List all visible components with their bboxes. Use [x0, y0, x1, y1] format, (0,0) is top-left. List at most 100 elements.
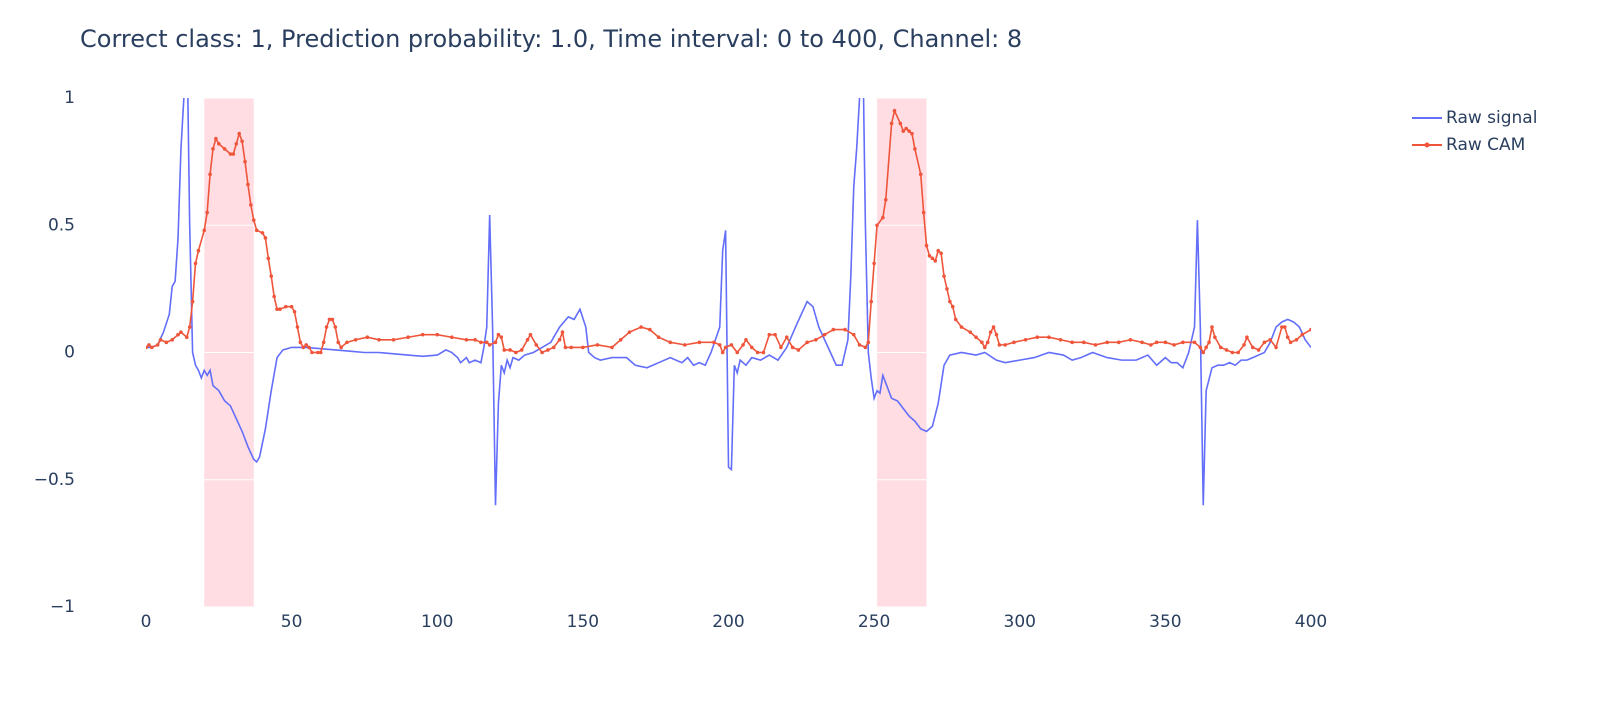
- x-tick-label: 250: [858, 612, 890, 632]
- series-marker: [1201, 350, 1206, 355]
- series-marker: [560, 330, 565, 334]
- series-marker: [249, 203, 253, 207]
- series-marker: [222, 147, 227, 151]
- series-marker: [243, 159, 247, 164]
- series-marker: [540, 350, 544, 355]
- series-marker: [339, 345, 343, 350]
- series-marker: [822, 332, 827, 337]
- series-marker: [1262, 340, 1267, 345]
- series-marker: [534, 343, 539, 347]
- series-marker: [1285, 335, 1290, 340]
- series-marker: [353, 337, 358, 342]
- series-marker: [377, 337, 381, 342]
- series-marker: [496, 332, 501, 337]
- series-marker: [945, 287, 949, 291]
- series-marker: [318, 350, 323, 355]
- series-marker: [875, 223, 879, 228]
- series-marker: [991, 325, 996, 329]
- series-marker: [942, 274, 946, 278]
- series-marker: [1058, 337, 1063, 342]
- series-marker: [1198, 345, 1203, 350]
- x-tick-label: 0: [141, 612, 152, 632]
- plot-area: [146, 98, 1311, 506]
- series-marker: [272, 294, 276, 299]
- y-tick-label: 0.5: [48, 215, 75, 235]
- series-marker: [1230, 350, 1235, 355]
- series-marker: [988, 330, 993, 334]
- series-marker: [921, 210, 926, 215]
- series-marker: [1140, 340, 1144, 345]
- series-marker: [627, 330, 632, 334]
- series-marker: [610, 345, 614, 350]
- series-marker: [333, 325, 338, 329]
- series-marker: [295, 325, 300, 329]
- series-marker: [464, 337, 469, 342]
- series-marker: [1093, 343, 1098, 347]
- y-tick-label: −0.5: [34, 470, 75, 490]
- series-marker: [324, 325, 329, 329]
- series-marker: [170, 337, 175, 342]
- series-marker: [525, 337, 530, 342]
- series-marker: [278, 307, 282, 312]
- series-marker: [930, 256, 935, 261]
- series-marker: [744, 337, 748, 342]
- series-marker: [514, 350, 518, 355]
- series-marker: [814, 337, 818, 342]
- series-marker: [1242, 343, 1246, 347]
- series-marker: [179, 330, 183, 334]
- y-tick-label: −1: [50, 597, 75, 617]
- series-marker: [546, 348, 550, 352]
- series-marker: [741, 343, 745, 347]
- series-marker: [1245, 335, 1249, 340]
- series-marker: [1012, 340, 1016, 345]
- series-marker: [994, 332, 999, 337]
- series-marker: [263, 236, 268, 240]
- series-marker: [205, 210, 209, 215]
- series-marker: [190, 299, 195, 304]
- series-marker: [269, 274, 274, 278]
- series-marker: [289, 304, 294, 309]
- series-marker: [1116, 340, 1121, 345]
- series-marker: [939, 251, 943, 256]
- series-marker: [904, 126, 908, 131]
- series-marker: [595, 343, 600, 347]
- series-marker: [301, 345, 306, 350]
- series-marker: [1274, 345, 1278, 350]
- series-marker: [254, 228, 259, 233]
- series-marker: [519, 348, 524, 352]
- series-marker: [750, 345, 754, 350]
- series-marker: [729, 343, 734, 347]
- series-marker: [502, 348, 507, 352]
- series-marker: [1268, 337, 1273, 342]
- series-marker: [723, 345, 728, 350]
- series-marker: [851, 332, 856, 337]
- series-marker: [147, 343, 151, 347]
- series-marker: [889, 121, 894, 126]
- series-marker: [881, 215, 885, 220]
- x-tick-label: 100: [421, 612, 453, 632]
- series-marker: [648, 327, 652, 332]
- series-marker: [790, 345, 795, 350]
- x-tick-label: 300: [1004, 612, 1036, 632]
- series-marker: [330, 317, 335, 322]
- series-marker: [936, 248, 940, 253]
- series-marker: [1105, 340, 1109, 345]
- series-line: [146, 108, 1311, 355]
- series-marker: [924, 243, 929, 248]
- x-tick-label: 50: [281, 612, 303, 632]
- series-marker: [563, 345, 568, 350]
- series-marker: [158, 337, 163, 342]
- series-marker: [1181, 340, 1185, 345]
- series-marker: [901, 129, 906, 133]
- series-marker: [735, 350, 740, 355]
- series-marker: [164, 340, 169, 345]
- series-marker: [997, 343, 1002, 347]
- series-marker: [831, 327, 836, 332]
- series-marker: [365, 335, 370, 340]
- series-marker: [1288, 340, 1293, 345]
- series-marker: [1236, 350, 1240, 355]
- series-marker: [805, 340, 809, 345]
- series-marker: [275, 307, 279, 312]
- series-marker: [336, 340, 341, 345]
- series-marker: [581, 345, 585, 350]
